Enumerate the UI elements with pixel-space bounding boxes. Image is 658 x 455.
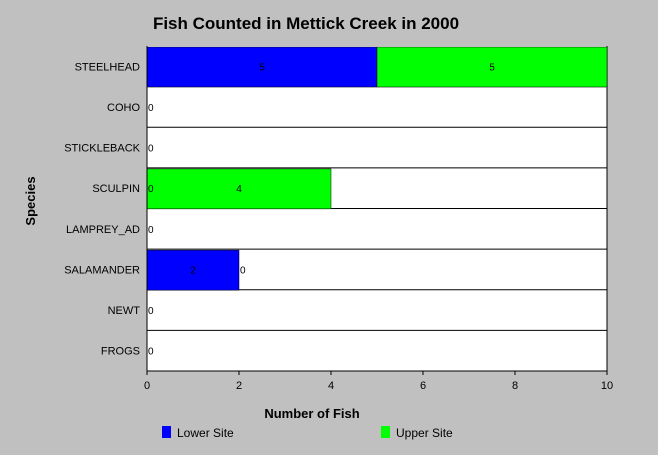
- legend-label: Lower Site: [177, 426, 234, 440]
- category-label: STEELHEAD: [75, 61, 140, 73]
- x-tick-label: 8: [512, 380, 518, 392]
- legend-label: Upper Site: [396, 426, 453, 440]
- category-label: COHO: [107, 102, 140, 114]
- legend: Lower Site Upper Site: [162, 426, 453, 440]
- legend-swatch: [381, 426, 390, 438]
- y-axis-label: Species: [23, 176, 38, 225]
- data-label: 2: [190, 265, 196, 276]
- x-tick-label: 4: [328, 380, 334, 392]
- data-label: 0: [148, 184, 154, 195]
- data-label: 0: [240, 265, 246, 276]
- category-label: SALAMANDER: [64, 264, 140, 276]
- data-label: 0: [148, 306, 154, 317]
- chart-title: Fish Counted in Mettick Creek in 2000: [153, 14, 459, 33]
- data-labels: 5 5 0 0 0 4 0 2 0 0 0: [148, 62, 495, 357]
- x-tick-label: 10: [601, 380, 613, 392]
- x-axis-label: Number of Fish: [264, 406, 359, 421]
- data-label: 5: [259, 62, 265, 73]
- data-label: 0: [148, 103, 154, 114]
- x-tick-label: 6: [420, 380, 426, 392]
- x-tick-label: 2: [236, 380, 242, 392]
- data-label: 0: [148, 144, 154, 155]
- category-label: FROGS: [101, 346, 140, 358]
- x-axis-ticks: 0 2 4 6 8 10: [144, 371, 613, 392]
- data-label: 0: [148, 225, 154, 236]
- data-label: 4: [236, 184, 242, 195]
- bar-lower-site: [146, 249, 240, 291]
- data-label: 5: [489, 62, 495, 73]
- data-label: 0: [148, 347, 154, 358]
- x-tick-label: 0: [144, 380, 150, 392]
- category-labels: STEELHEAD COHO STICKLEBACK SCULPIN LAMPREY_A…: [64, 61, 140, 357]
- category-label: STICKLEBACK: [64, 143, 140, 155]
- category-label: SCULPIN: [92, 183, 140, 195]
- category-label: NEWT: [108, 305, 141, 317]
- legend-swatch: [162, 426, 171, 438]
- bar-lower-site: [146, 46, 378, 88]
- category-label: LAMPREY_AD: [66, 224, 140, 236]
- bar-upper-site: [376, 46, 608, 88]
